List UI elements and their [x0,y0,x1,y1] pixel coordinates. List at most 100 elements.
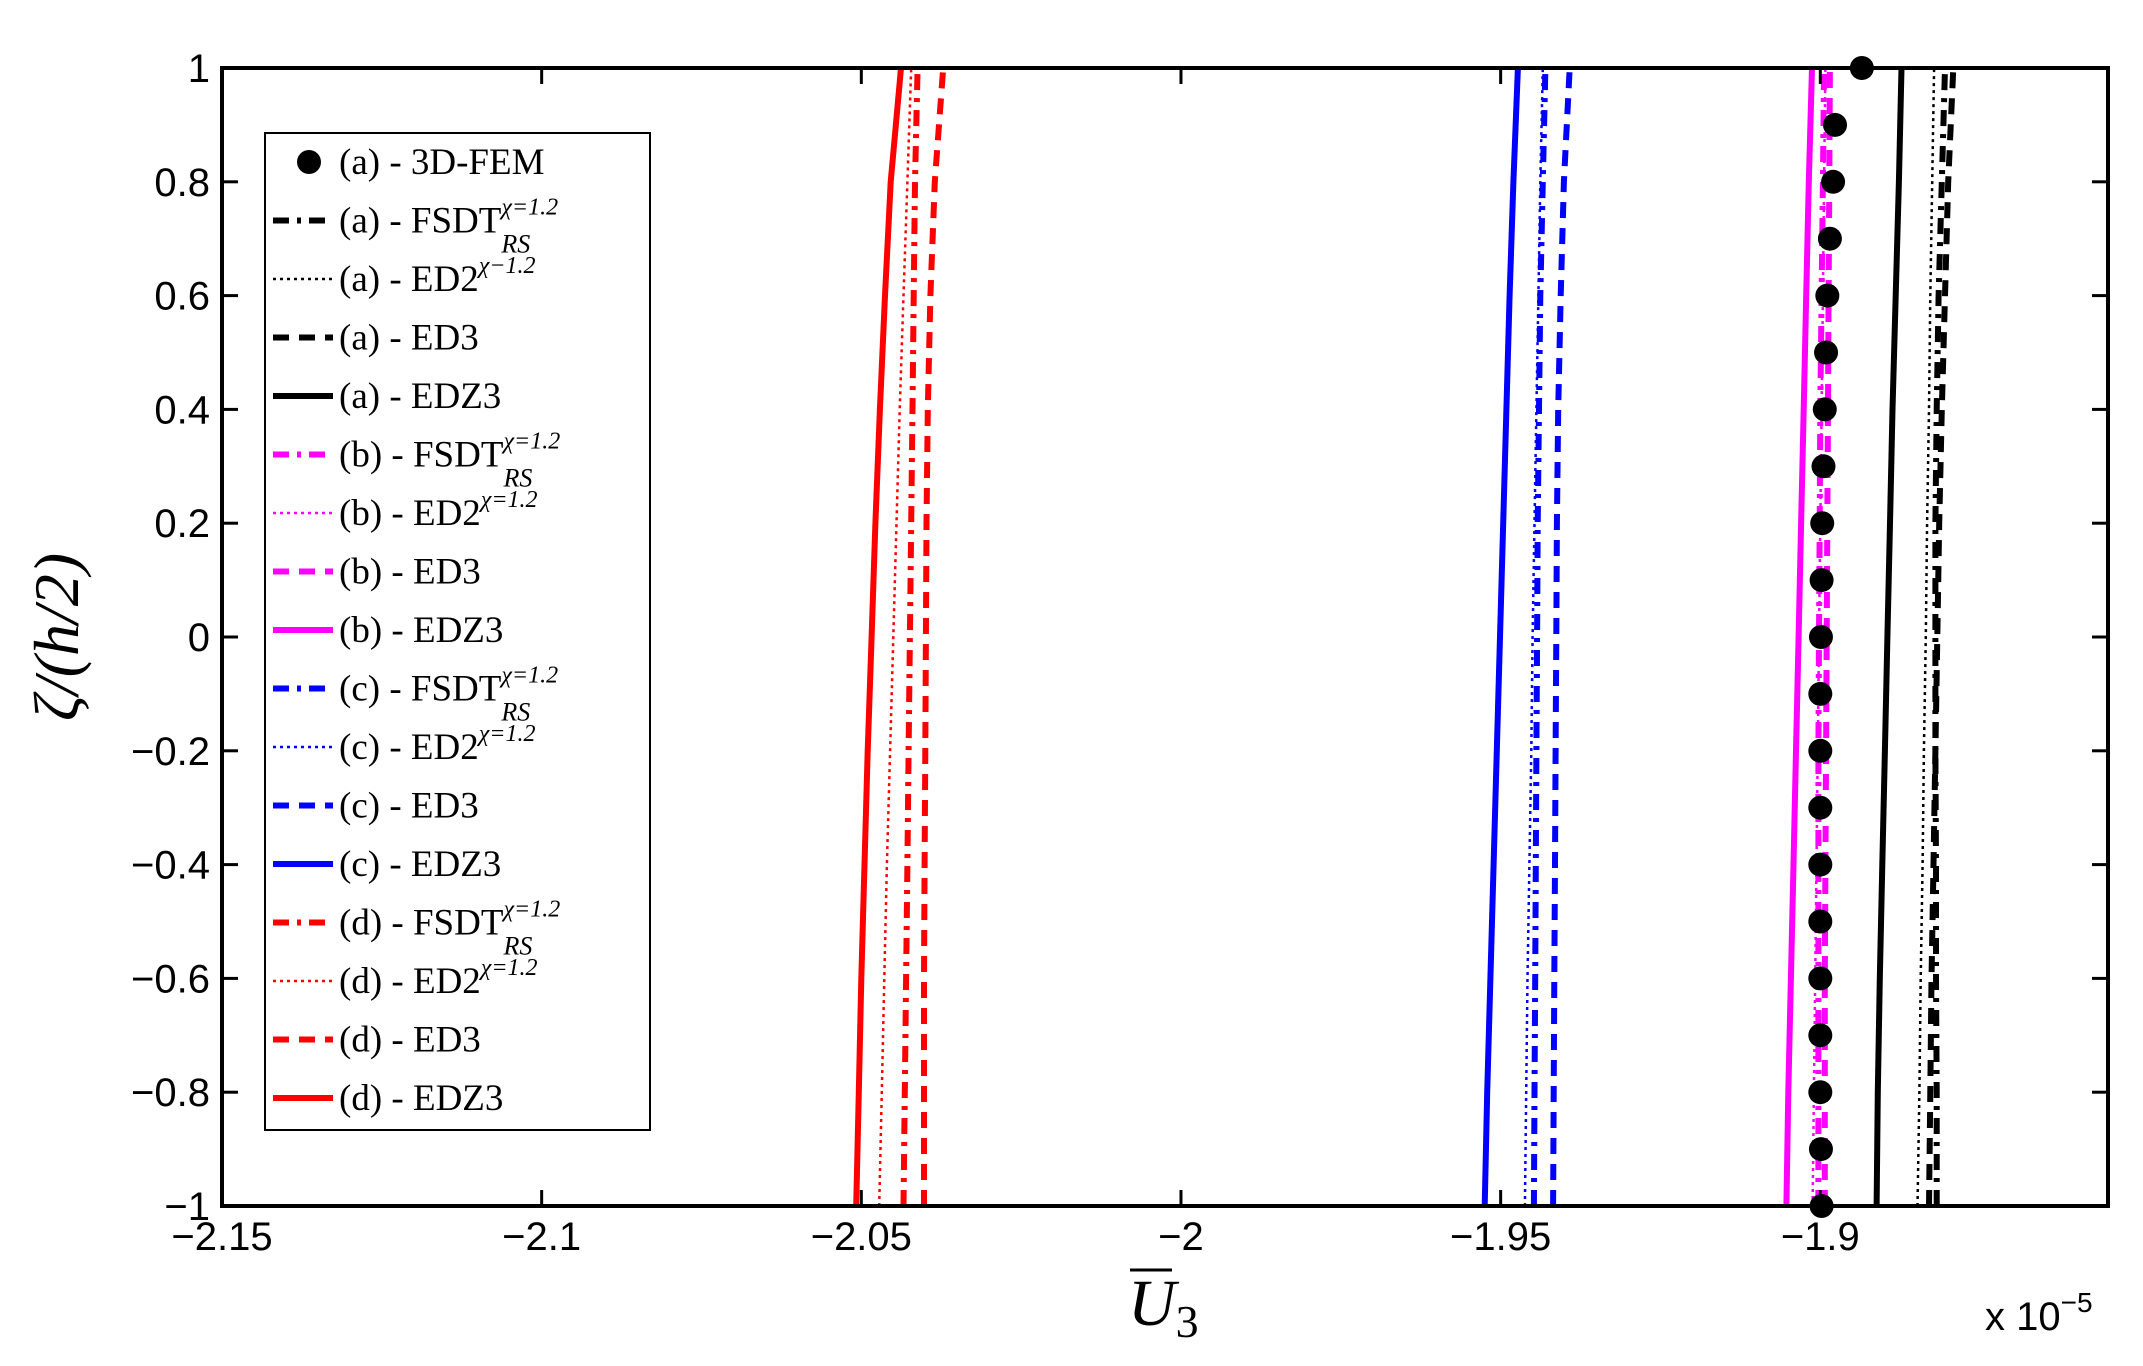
y-tick-label: −0.8 [131,1071,210,1115]
legend-entry-12-label: (c) - ED3 [339,786,479,827]
y-tick-label: −1 [164,1185,210,1229]
y-tick-label: 0.2 [154,502,210,546]
legend-entry-5-name: (a) - EDZ3 [339,376,501,417]
legend-entry-8-name: (b) - ED3 [339,552,481,593]
legend-entry-5-label: (a) - EDZ3 [339,376,501,417]
series-a-3d-fem-point [1808,1023,1833,1048]
legend-entry-11-superscript: χ=1.2 [477,721,536,747]
y-axis-label-text: ζ/(h/2) [21,553,92,721]
legend-entry-14-name: (d) - FSDT [339,903,503,944]
legend-entry-3-superscript: χ−1.2 [477,253,536,279]
series-a-3d-fem-point [1809,568,1834,593]
series-a-3d-fem-point [1808,909,1833,934]
series-a-ed3-line [1926,67,1957,1207]
y-tick-label: −0.4 [131,844,210,888]
legend-entry-3-label: (a) - ED2χ−1.2 [339,253,535,300]
legend-entry-4-name: (a) - ED3 [339,318,479,359]
legend-entry-15-superscript: χ=1.2 [479,955,538,981]
legend-entry-10-name: (c) - FSDT [339,669,501,710]
x-tick-label: −1.95 [1450,1215,1551,1259]
x-tick-label: −1.9 [1781,1215,1860,1259]
series-d-fsdt-1-2-line [900,67,921,1207]
series-c-edz3-line [1481,67,1521,1207]
y-tick-label: 1 [188,47,210,91]
series-b-edz3-line [1783,67,1815,1207]
legend-entry-7-superscript: χ=1.2 [479,487,538,513]
x-tick-label: −2 [1158,1215,1204,1259]
series-a-edz3-line [1873,67,1905,1207]
legend-entry-1-marker [297,150,321,174]
series-a-3d-fem-point [1815,283,1840,308]
series-b-ed3-line [1821,67,1833,1206]
plot-marks [853,56,1957,1218]
x-tick-label: −2.05 [811,1215,912,1259]
series-a-3d-fem-point [1812,397,1837,422]
legend-entry-6-subscript: RS [502,464,532,493]
series-d-ed3-line [921,67,947,1206]
series-a-3d-fem-point [1811,454,1836,479]
series-a-ed2-1-2-line [1916,67,1936,1207]
y-tick-label: 0.4 [154,388,210,432]
legend-entry-14-subscript: RS [502,932,532,961]
legend-entry-7-name: (b) - ED2 [339,493,481,534]
legend-entry-1-name: (a) - 3D-FEM [339,142,545,183]
legend-entry-2-superscript: χ=1.2 [499,195,558,221]
legend-entry-2-subscript: RS [500,230,530,259]
x-tick-label: −2.1 [502,1215,581,1259]
x-axis-label: U3 [1128,1267,1199,1347]
y-tick-label: −0.6 [131,957,210,1001]
legend-entry-16-name: (d) - ED3 [339,1020,481,1061]
legend-entry-9-name: (b) - EDZ3 [339,610,503,651]
legend-entry-6-name: (b) - FSDT [339,435,503,476]
series-a-3d-fem-point [1810,511,1835,536]
series-a-fsdt-1-2-line [1932,67,1948,1206]
x-axis-multiplier: x 10−5 [1985,1287,2093,1339]
series-a-3d-fem-markers [1808,56,1874,1218]
legend-entry-15-label: (d) - ED2χ=1.2 [339,955,538,1002]
series-c-ed2-1-2-line [1523,67,1545,1207]
series-a-3d-fem-point [1808,681,1833,706]
series-a-3d-fem-point [1808,1137,1833,1162]
legend-entry-4-label: (a) - ED3 [339,318,479,359]
legend-entry-2-label: (a) - FSDTχ=1.2 RS [339,195,558,259]
x-axis-label-main: U [1128,1267,1180,1340]
legend-entry-9-label: (b) - EDZ3 [339,610,503,651]
series-a-3d-fem-point [1823,112,1848,137]
x-axis-multiplier-base: x 10 [1985,1295,2061,1339]
series-d-edz3-line [853,67,904,1207]
legend-entry-17-name: (d) - EDZ3 [339,1078,503,1119]
series-c-ed3-line [1550,67,1573,1207]
legend-entry-10-superscript: χ=1.2 [499,663,558,689]
legend-entry-1-label: (a) - 3D-FEM [339,142,545,183]
legend-entry-2-name: (a) - FSDT [339,201,501,242]
x-axis-multiplier-exponent: −5 [2061,1287,2093,1318]
x-tick-label: −2.15 [171,1215,272,1259]
legend-entry-10-subscript: RS [500,698,530,727]
series-a-3d-fem-point [1821,169,1846,194]
legend-entry-10-label: (c) - FSDTχ=1.2 RS [339,663,558,727]
legend: (a) - 3D-FEM(a) - FSDTχ=1.2 RS(a) - ED2χ−… [264,132,651,1131]
series-c-fsdt-1-2-line [1530,67,1549,1207]
x-axis-label-sub: 3 [1176,1296,1199,1347]
legend-entry-7-label: (b) - ED2χ=1.2 [339,487,538,534]
y-axis-label: ζ/(h/2) [21,553,92,721]
series-a-3d-fem-point [1808,966,1833,991]
y-tick-label: 0 [188,616,210,660]
y-tick-label: 0.6 [154,275,210,319]
legend-entry-3-name: (a) - ED2 [339,259,479,300]
legend-entry-17-label: (d) - EDZ3 [339,1078,503,1119]
legend-entry-6-superscript: χ=1.2 [501,429,560,455]
series-a-3d-fem-point [1808,1080,1833,1105]
legend-entry-16-label: (d) - ED3 [339,1020,481,1061]
y-tick-label: −0.2 [131,730,210,774]
series-a-3d-fem-point [1808,738,1833,763]
series-a-3d-fem-point [1808,795,1833,820]
y-tick-label: 0.8 [154,161,210,205]
legend-entry-13-name: (c) - EDZ3 [339,844,501,885]
legend-entry-14-label: (d) - FSDTχ=1.2 RS [339,897,560,961]
legend-entry-8-label: (b) - ED3 [339,552,481,593]
legend-entry-14-superscript: χ=1.2 [501,897,560,923]
series-a-3d-fem-point [1808,852,1833,877]
legend-entry-12-name: (c) - ED3 [339,786,479,827]
